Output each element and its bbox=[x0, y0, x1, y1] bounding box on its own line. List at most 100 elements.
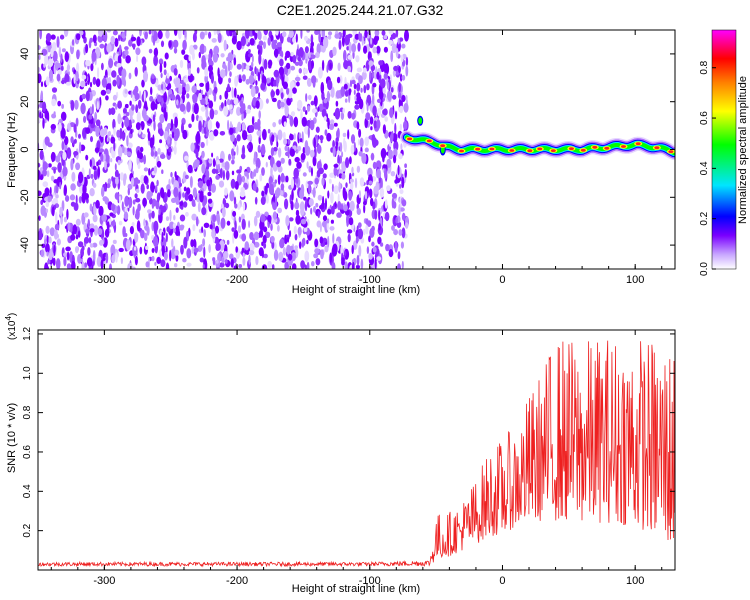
noise-speckle bbox=[320, 249, 324, 260]
noise-speckle bbox=[157, 30, 163, 40]
noise-speckle bbox=[349, 178, 354, 183]
noise-speckle bbox=[313, 146, 317, 159]
noise-speckle bbox=[369, 70, 372, 81]
noise-speckle bbox=[204, 31, 208, 36]
noise-speckle bbox=[143, 232, 148, 242]
noise-speckle bbox=[229, 127, 234, 135]
noise-speckle bbox=[231, 154, 235, 161]
noise-speckle bbox=[153, 165, 158, 174]
noise-speckle bbox=[101, 62, 104, 71]
noise-speckle bbox=[40, 81, 44, 88]
noise-speckle bbox=[301, 238, 305, 248]
noise-speckle bbox=[257, 124, 261, 131]
noise-speckle bbox=[306, 261, 310, 269]
noise-speckle bbox=[172, 227, 176, 233]
noise-speckle bbox=[49, 227, 55, 237]
noise-speckle bbox=[46, 41, 52, 46]
noise-speckle bbox=[294, 245, 299, 250]
noise-speckle bbox=[336, 130, 340, 139]
noise-speckle bbox=[205, 108, 209, 119]
noise-speckle bbox=[270, 223, 273, 231]
noise-speckle bbox=[282, 247, 286, 256]
x-tick-label: -200 bbox=[226, 575, 248, 587]
y-tick-label: 1.0 bbox=[22, 366, 33, 380]
noise-speckle bbox=[75, 117, 79, 127]
noise-speckle bbox=[265, 161, 268, 168]
noise-speckle bbox=[378, 223, 381, 231]
noise-speckle bbox=[173, 187, 179, 198]
noise-speckle bbox=[100, 259, 104, 269]
noise-speckle bbox=[172, 222, 177, 229]
noise-speckle bbox=[351, 43, 357, 53]
noise-speckle bbox=[241, 247, 245, 255]
noise-speckle bbox=[151, 248, 155, 253]
noise-speckle bbox=[384, 116, 389, 122]
noise-speckle bbox=[364, 117, 369, 129]
noise-speckle bbox=[300, 218, 307, 225]
noise-speckle bbox=[199, 257, 205, 263]
noise-speckle bbox=[290, 111, 296, 117]
noise-speckle bbox=[307, 105, 311, 112]
noise-speckle bbox=[141, 133, 146, 138]
noise-speckle bbox=[186, 248, 192, 259]
noise-speckle bbox=[141, 108, 147, 119]
noise-speckle bbox=[73, 202, 79, 212]
noise-speckle bbox=[84, 82, 88, 87]
noise-speckle bbox=[319, 222, 322, 233]
noise-speckle bbox=[96, 256, 102, 267]
noise-speckle bbox=[136, 111, 141, 124]
noise-speckle bbox=[134, 213, 139, 219]
noise-speckle bbox=[380, 78, 386, 89]
noise-speckle bbox=[48, 69, 54, 82]
noise-speckle bbox=[66, 251, 70, 261]
noise-speckle bbox=[196, 67, 200, 74]
noise-speckle bbox=[351, 244, 354, 255]
noise-speckle bbox=[351, 112, 356, 120]
noise-speckle bbox=[52, 50, 58, 63]
noise-speckle bbox=[128, 159, 132, 171]
noise-speckle bbox=[241, 62, 244, 72]
noise-speckle bbox=[111, 176, 114, 182]
noise-speckle bbox=[45, 76, 50, 87]
signal-peak-core bbox=[426, 139, 432, 143]
noise-speckle bbox=[268, 183, 274, 195]
noise-speckle bbox=[381, 30, 386, 36]
noise-speckle bbox=[184, 77, 189, 83]
noise-speckle bbox=[400, 54, 404, 63]
noise-speckle bbox=[401, 176, 405, 189]
noise-speckle bbox=[260, 82, 266, 91]
colorbar-gradient bbox=[711, 29, 737, 270]
noise-speckle bbox=[75, 246, 79, 254]
noise-speckle bbox=[211, 152, 214, 158]
noise-speckle bbox=[368, 252, 373, 260]
noise-speckle bbox=[171, 238, 174, 248]
noise-speckle bbox=[255, 166, 259, 174]
noise-speckle bbox=[232, 210, 237, 217]
noise-speckle bbox=[185, 211, 189, 217]
noise-speckle bbox=[148, 48, 153, 54]
noise-speckle bbox=[189, 46, 195, 55]
noise-speckle bbox=[195, 148, 199, 159]
noise-speckle bbox=[131, 222, 135, 227]
noise-speckle bbox=[385, 243, 390, 252]
noise-speckle bbox=[154, 261, 157, 266]
noise-speckle bbox=[106, 183, 111, 189]
noise-speckle bbox=[249, 242, 255, 252]
noise-speckle bbox=[202, 263, 205, 269]
noise-speckle bbox=[61, 103, 64, 109]
noise-speckle bbox=[90, 173, 94, 179]
noise-speckle bbox=[334, 33, 341, 39]
noise-speckle bbox=[123, 176, 126, 186]
noise-speckle bbox=[46, 170, 50, 178]
noise-speckle bbox=[282, 81, 288, 90]
noise-speckle bbox=[368, 60, 374, 67]
noise-speckle bbox=[329, 172, 335, 178]
noise-speckle bbox=[379, 187, 385, 198]
noise-speckle bbox=[191, 199, 196, 207]
noise-speckle bbox=[135, 122, 141, 131]
noise-speckle bbox=[118, 195, 121, 204]
noise-speckle bbox=[101, 186, 105, 198]
noise-speckle bbox=[208, 65, 213, 73]
noise-speckle bbox=[319, 236, 324, 244]
noise-speckle bbox=[335, 137, 339, 143]
